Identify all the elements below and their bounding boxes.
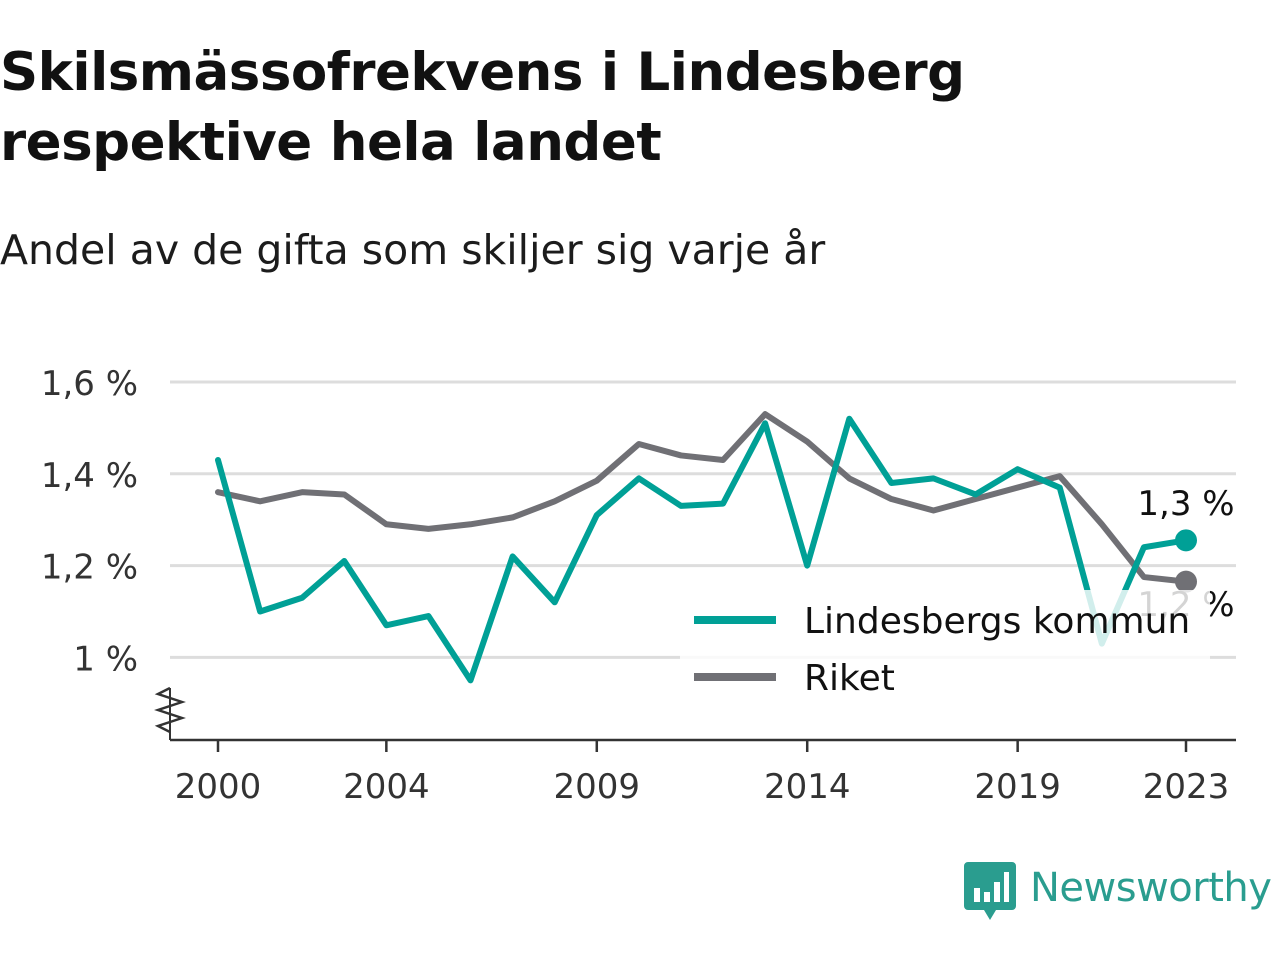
legend-background [680,590,1210,710]
brand-logo: Newsworthy [964,862,1272,926]
y-tick-label: 1,4 % [41,456,138,496]
x-tick-label: 2009 [554,767,641,807]
x-tick-label: 2000 [175,767,262,807]
chart-subtitle: Andel av de gifta som skiljer sig varje … [0,226,826,274]
x-tick-label: 2019 [974,767,1061,807]
y-tick-label: 1,2 % [41,548,138,588]
chart-title: Skilsmässofrekvens i Lindesberg respekti… [0,42,965,173]
legend-label: Riket [804,658,895,699]
series-line [215,415,1189,684]
x-tick-label: 2004 [343,767,430,807]
x-tick-label: 2014 [764,767,851,807]
axis-break-icon [154,686,186,734]
series-end-point [1175,570,1197,593]
newsworthy-logo-icon [964,862,1016,920]
y-tick-label: 1,6 % [41,364,138,404]
legend-label: Lindesbergs kommun [804,601,1190,642]
x-tick-label: 2023 [1143,767,1230,807]
series-end-point [1175,529,1197,552]
series-line [215,411,1189,585]
end-label-lindesberg: 1,3 % [1137,484,1234,524]
brand-name: Newsworthy [1030,865,1272,911]
y-tick-label: 1 % [73,639,138,679]
